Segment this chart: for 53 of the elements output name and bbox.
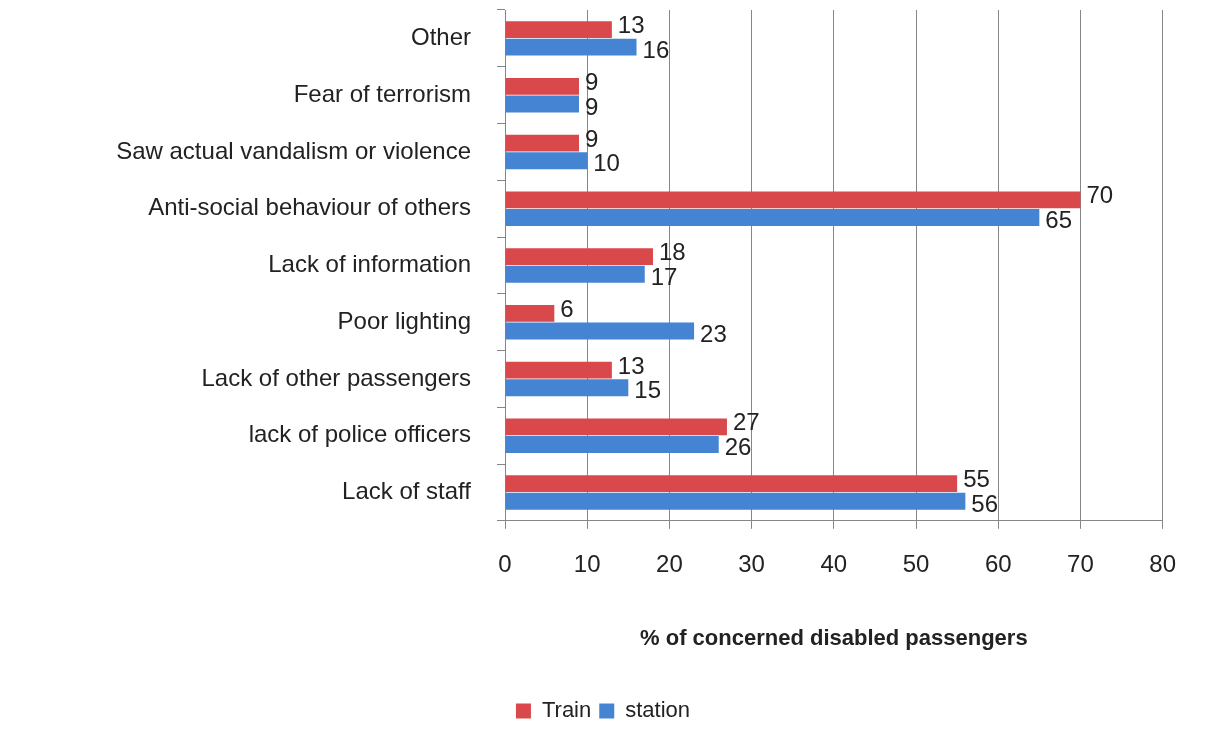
bar: [505, 322, 695, 340]
data-label: 13: [617, 351, 645, 379]
x-tick-label: 40: [820, 549, 848, 577]
x-tick-label: 20: [656, 549, 683, 577]
bar: [505, 95, 579, 113]
bar: [505, 475, 958, 493]
bar: [505, 77, 579, 95]
y-tick-label: lack of police officers: [248, 420, 471, 448]
bar: [505, 191, 1081, 209]
bar: [505, 21, 612, 39]
x-axis-title: % of concerned disabled passengers: [640, 624, 1028, 650]
legend-label: Train: [541, 697, 592, 723]
legend-label: station: [625, 697, 691, 723]
bar: [505, 152, 588, 170]
y-tick-label: Lack of other passengers: [201, 363, 471, 391]
y-tick-label: Saw actual vandalism or violence: [116, 136, 471, 164]
y-tick-label: Lack of staff: [342, 477, 472, 505]
bar: [505, 209, 1040, 226]
bar: [505, 436, 719, 453]
bar: [505, 304, 555, 322]
data-label: 9: [584, 92, 599, 120]
bar: [505, 265, 645, 283]
bar: [505, 248, 653, 266]
bar: [505, 418, 727, 436]
x-tick-label: 80: [1149, 549, 1176, 577]
x-tick-label: 60: [984, 549, 1012, 577]
bar: [505, 379, 629, 397]
data-label: 16: [642, 35, 670, 63]
data-label: 9: [584, 124, 599, 152]
data-label: 65: [1045, 206, 1073, 234]
bar: [505, 361, 612, 379]
data-label: 9: [584, 67, 599, 95]
bar: [505, 134, 579, 152]
x-tick-label: 0: [498, 549, 512, 577]
x-tick-label: 70: [1067, 549, 1094, 577]
data-label: 26: [724, 433, 752, 461]
data-label: 23: [700, 319, 727, 347]
x-tick-label: 10: [573, 549, 601, 577]
x-tick-label: 30: [738, 549, 765, 577]
data-label: 15: [634, 376, 662, 404]
data-label: 13: [617, 11, 645, 39]
bar: [505, 38, 637, 56]
data-label: 10: [593, 149, 620, 177]
y-tick-label: Fear of terrorism: [293, 79, 471, 107]
data-label: 27: [732, 408, 760, 436]
y-tick-label: Anti-social behaviour of others: [148, 193, 471, 221]
y-tick-label: Lack of information: [268, 250, 471, 278]
data-label: 6: [560, 294, 574, 322]
x-tick-label: 50: [902, 549, 930, 577]
bar: [505, 492, 966, 510]
y-tick-label: Poor lighting: [337, 306, 471, 334]
data-label: 70: [1086, 181, 1114, 209]
y-tick-label: Other: [410, 23, 471, 50]
